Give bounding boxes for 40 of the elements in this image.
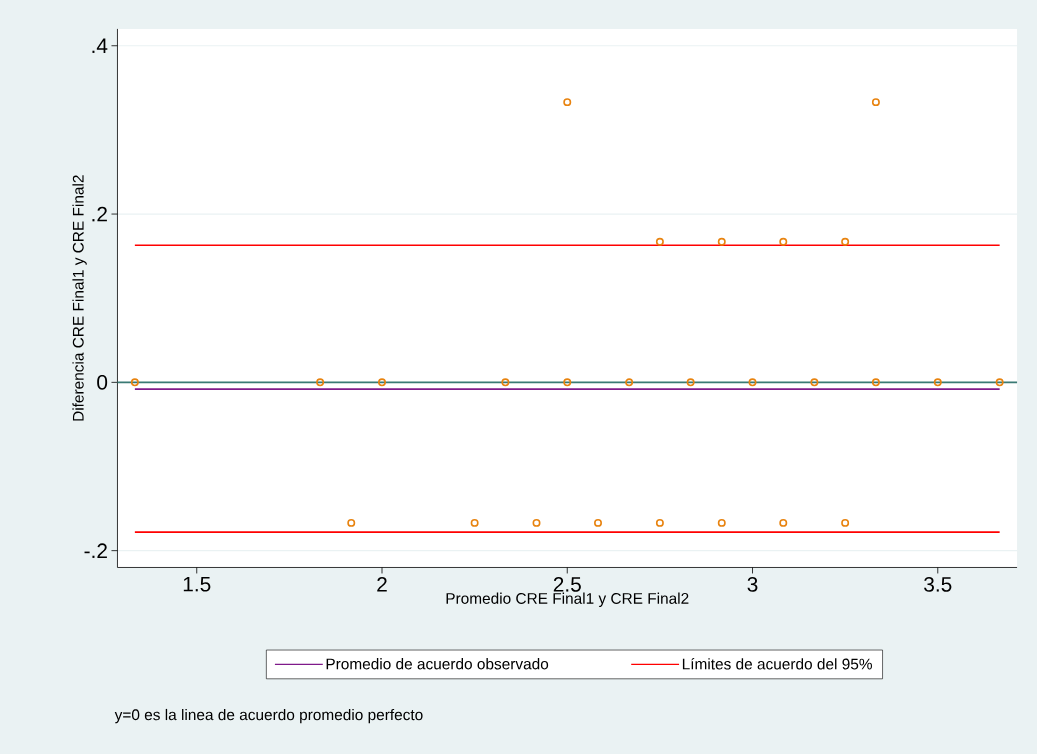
point [841,237,850,246]
x-axis-title: Promedio CRE Final1 y CRE Final2 [446,592,689,607]
point [933,378,942,387]
y-axis-title: Diferencia CRE Final1 y CRE Final2 [72,175,87,421]
point [748,378,757,387]
legend-label: Promedio de acuerdo observado [326,658,549,670]
point [655,518,664,527]
point [717,237,726,246]
point [316,378,325,387]
y-tick-label: .2 [92,206,107,222]
point [563,98,572,107]
y-tick-label: -.2 [84,543,107,558]
y-tick-label: 0 [97,374,108,390]
point [563,378,572,387]
point [779,237,788,246]
point [779,518,788,527]
x-tick-label: 2 [377,576,387,592]
point [686,378,695,387]
x-tick-label: 3 [747,576,758,592]
point [594,518,602,527]
x-tick-label: 3.5 [924,576,952,592]
point [347,518,356,527]
point [717,518,726,527]
point [810,378,819,387]
point [995,378,1004,387]
point [871,98,880,107]
point [470,518,479,527]
point [501,378,510,387]
point [130,378,139,387]
point [625,378,634,387]
legend-label: Límites de acuerdo del 95% [682,658,872,670]
x-tick-label: 1.5 [183,576,211,592]
point [532,518,541,527]
text: y=0 es la linea de acuerdo promedio perfecto [114,708,423,724]
point [378,378,386,387]
x-tick-label: 2.5 [553,576,581,592]
y-tick-label: .4 [92,38,108,53]
point [871,378,880,387]
point [655,237,664,246]
point [841,518,850,527]
